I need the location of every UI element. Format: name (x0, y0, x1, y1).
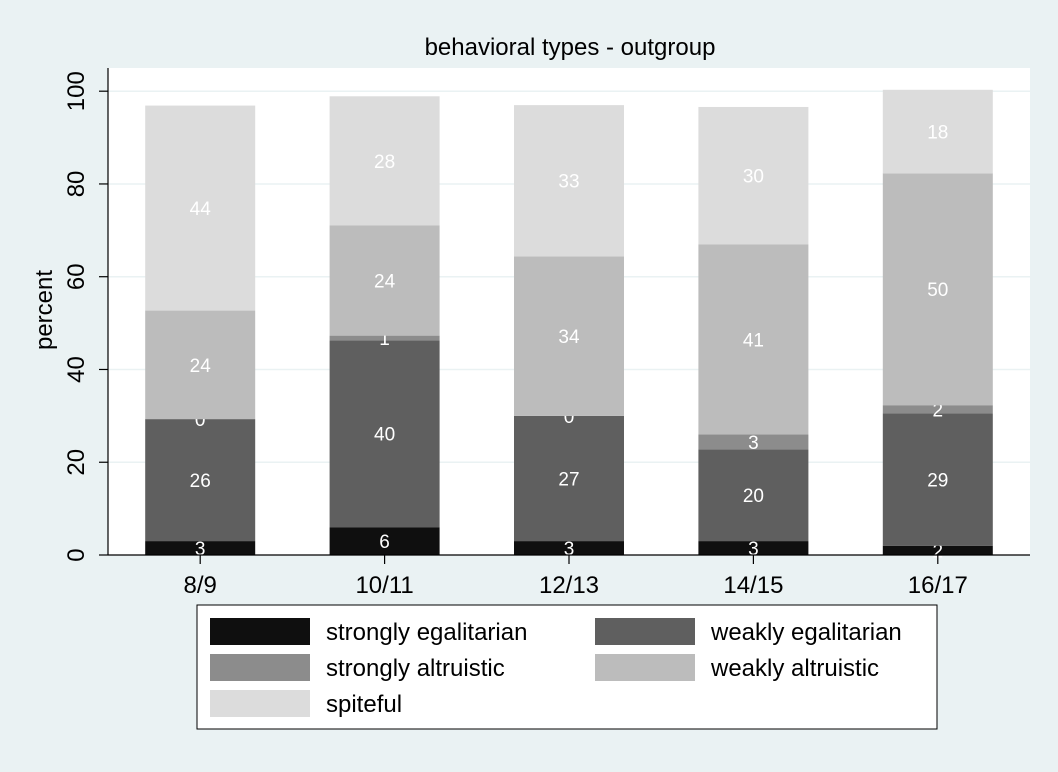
legend-swatch (595, 618, 695, 645)
legend-swatch (210, 654, 310, 681)
data-label: 33 (558, 172, 579, 193)
x-tick-label: 12/13 (539, 572, 599, 599)
bar-segment (145, 541, 256, 555)
data-label: 34 (558, 327, 580, 348)
data-label: 18 (927, 123, 948, 144)
data-label: 29 (927, 471, 948, 492)
legend-label: weakly egalitarian (710, 619, 902, 646)
chart-title: behavioral types - outgroup (425, 34, 716, 61)
legend-label: weakly altruistic (710, 655, 879, 682)
legend-swatch (595, 654, 695, 681)
data-label: 50 (927, 280, 948, 301)
data-label: 3 (748, 539, 759, 560)
x-tick-label: 10/11 (355, 572, 413, 599)
bar-segment (882, 405, 993, 414)
legend-label: strongly altruistic (326, 655, 505, 682)
x-tick-label: 16/17 (908, 572, 968, 599)
bar-segment (514, 415, 624, 542)
legend-swatch (210, 690, 310, 717)
y-axis-label: percent (31, 270, 58, 350)
data-label: 40 (374, 425, 395, 446)
bar-segment (882, 545, 993, 555)
bar-segment (514, 256, 624, 416)
data-label: 1 (379, 329, 390, 350)
bar-segment (145, 419, 256, 542)
bar-segment (329, 225, 440, 336)
data-label: 27 (558, 469, 579, 490)
x-tick-label: 14/15 (723, 572, 783, 599)
legend-swatch (210, 618, 310, 645)
data-label: 24 (374, 271, 396, 292)
bar-segment (698, 244, 809, 435)
x-tick-label: 8/9 (184, 572, 217, 599)
data-label: 0 (195, 410, 206, 431)
data-label: 44 (190, 199, 212, 220)
data-label: 3 (748, 433, 759, 454)
bar-segment (698, 541, 809, 555)
data-label: 28 (374, 152, 395, 173)
data-label: 2 (933, 400, 944, 421)
y-tick-label: 100 (63, 71, 90, 111)
bar-segment (514, 105, 624, 257)
legend-box (196, 604, 938, 730)
bar-segment (698, 434, 809, 450)
bar-segment (145, 310, 256, 420)
plot-area: 0 20 40 60 80 100 3 26 0 24 44 8/9 6 40 1 24 28 10/11 3 27 0… (63, 68, 1030, 599)
bar-segment (329, 340, 440, 528)
y-tick-label: 80 (63, 171, 90, 198)
data-label: 0 (564, 407, 575, 428)
data-label: 30 (743, 167, 764, 188)
y-tick-label: 0 (63, 548, 90, 561)
y-tick-label: 60 (63, 263, 90, 290)
legend-label: spiteful (326, 691, 402, 718)
bar-segment (882, 173, 993, 406)
bar-segment (698, 449, 809, 542)
data-label: 3 (564, 539, 575, 560)
data-label: 24 (190, 356, 212, 377)
bar-segment (882, 413, 993, 546)
data-label: 6 (379, 532, 390, 553)
bar-segment (882, 89, 993, 174)
data-label: 26 (190, 471, 211, 492)
bar-segment (514, 541, 624, 555)
bar-segment (329, 335, 440, 341)
bar-segment (698, 106, 809, 245)
data-label: 3 (195, 539, 206, 560)
data-label: 41 (743, 330, 764, 351)
y-tick-label: 20 (63, 449, 90, 476)
legend: strongly egalitarian weakly egalitarian st… (196, 604, 938, 730)
legend-label: strongly egalitarian (326, 619, 527, 646)
y-tick-label: 40 (63, 356, 90, 383)
bar-segment (145, 105, 256, 311)
data-label: 2 (933, 541, 944, 562)
bar-segment (329, 527, 440, 555)
bar-segment (329, 96, 440, 226)
data-label: 20 (743, 486, 764, 507)
